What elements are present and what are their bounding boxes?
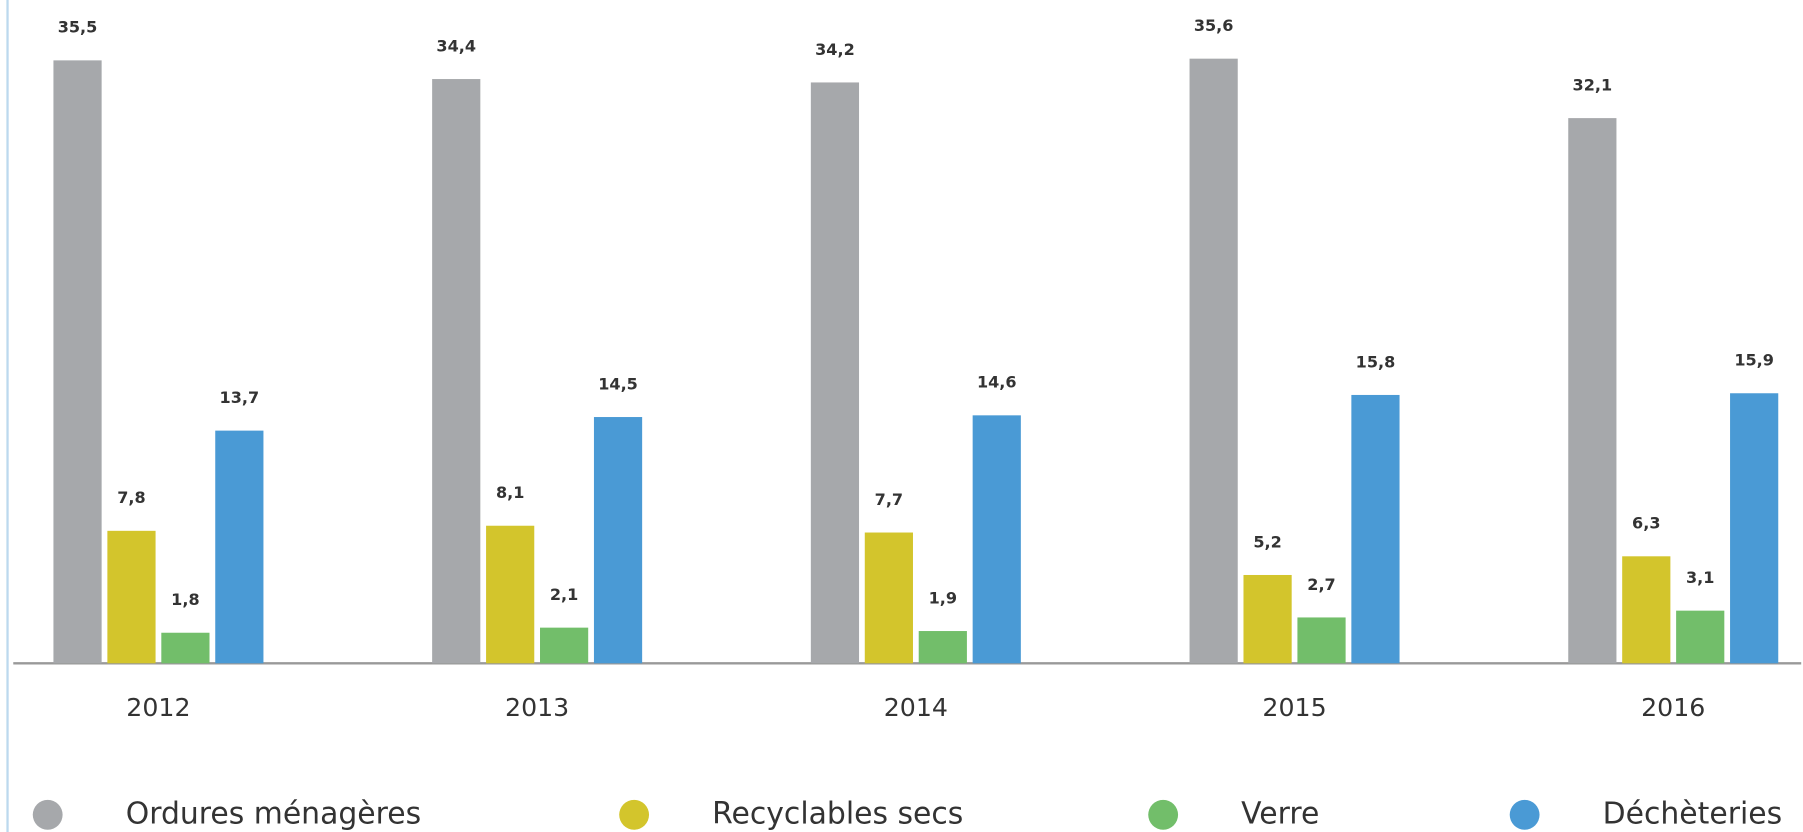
- bar: [1351, 394, 1400, 664]
- bar: [1243, 574, 1292, 664]
- bar: [486, 525, 535, 664]
- bar: [1676, 610, 1725, 664]
- bar: [810, 82, 860, 664]
- bar: [864, 532, 913, 664]
- value-label: 34,4: [436, 36, 476, 55]
- legend-swatch: [619, 799, 650, 830]
- x-tick-label: 2015: [1262, 693, 1326, 722]
- x-tick-label: 2013: [505, 693, 569, 722]
- value-label: 7,7: [875, 490, 903, 509]
- value-label: 15,9: [1734, 351, 1774, 370]
- bar: [215, 430, 264, 664]
- legend-label: Verre: [1241, 796, 1319, 831]
- value-label: 32,1: [1573, 75, 1613, 94]
- x-tick-label: 2016: [1641, 693, 1705, 722]
- value-label: 14,6: [977, 373, 1017, 392]
- bar: [972, 415, 1021, 664]
- value-label: 13,7: [220, 388, 260, 407]
- legend-swatch: [1148, 799, 1179, 830]
- x-tick-label: 2014: [884, 693, 948, 722]
- value-label: 3,1: [1686, 568, 1714, 587]
- value-label: 15,8: [1356, 352, 1396, 371]
- bar: [593, 417, 643, 664]
- bar: [1730, 393, 1779, 664]
- value-label: 35,5: [58, 18, 98, 37]
- value-label: 7,8: [117, 488, 145, 507]
- legend-label: Déchèteries: [1603, 796, 1782, 831]
- x-tick-label: 2012: [126, 693, 190, 722]
- bar: [53, 60, 102, 664]
- legend-swatch: [1509, 799, 1540, 830]
- value-label: 14,5: [598, 374, 638, 393]
- value-label: 8,1: [496, 483, 524, 502]
- value-label: 2,1: [550, 585, 578, 604]
- bar: [432, 79, 481, 664]
- value-label: 5,2: [1253, 532, 1281, 551]
- value-label: 1,8: [171, 590, 199, 609]
- value-label: 1,9: [929, 588, 957, 607]
- legend-swatch: [32, 799, 63, 830]
- legend-label: Ordures ménagères: [126, 796, 421, 831]
- legend-label: Recyclables secs: [712, 796, 963, 831]
- bar: [107, 530, 156, 664]
- value-label: 6,3: [1632, 514, 1660, 533]
- bar: [1568, 118, 1617, 664]
- bar: [540, 627, 589, 664]
- value-label: 35,6: [1194, 16, 1234, 35]
- bar: [1297, 617, 1346, 664]
- bar: [1189, 58, 1238, 664]
- bar: [161, 632, 210, 664]
- bar: [918, 631, 967, 664]
- bar: [1622, 556, 1671, 664]
- value-label: 34,2: [815, 40, 855, 59]
- value-label: 2,7: [1307, 575, 1335, 594]
